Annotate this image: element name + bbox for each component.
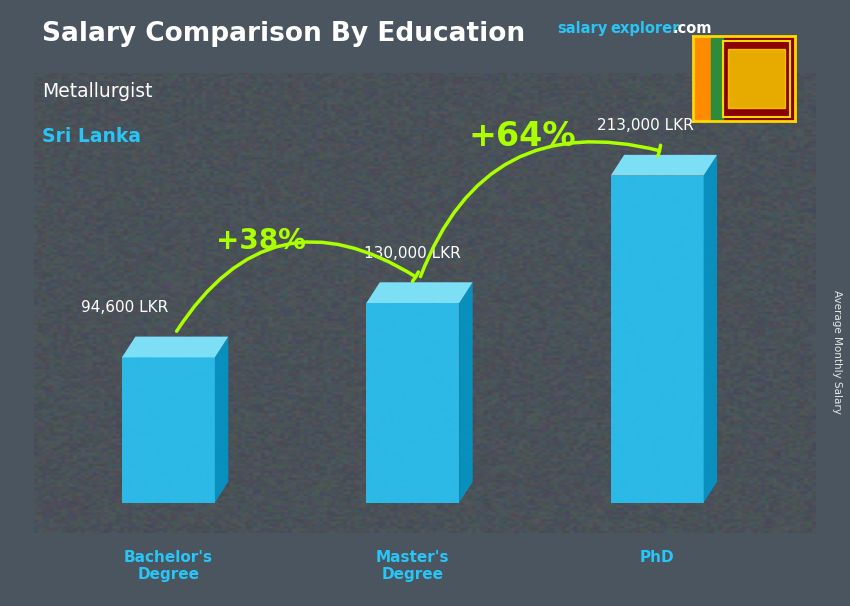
Text: 213,000 LKR: 213,000 LKR	[597, 118, 694, 133]
Text: Salary Comparison By Education: Salary Comparison By Education	[42, 21, 525, 47]
Polygon shape	[610, 155, 717, 176]
Polygon shape	[366, 282, 473, 303]
Bar	[728, 49, 785, 108]
Bar	[693, 36, 711, 121]
Text: 94,600 LKR: 94,600 LKR	[81, 300, 168, 315]
Text: Average Monthly Salary: Average Monthly Salary	[832, 290, 842, 413]
Bar	[711, 36, 723, 121]
Polygon shape	[610, 176, 704, 502]
Polygon shape	[215, 336, 229, 502]
Bar	[723, 41, 790, 117]
Text: salary: salary	[557, 21, 607, 36]
Polygon shape	[459, 282, 473, 502]
Text: Sri Lanka: Sri Lanka	[42, 127, 141, 146]
Polygon shape	[122, 336, 229, 358]
Text: .com: .com	[672, 21, 711, 36]
Text: +38%: +38%	[217, 227, 306, 256]
Polygon shape	[366, 303, 459, 502]
Text: explorer: explorer	[610, 21, 680, 36]
Text: 130,000 LKR: 130,000 LKR	[365, 246, 462, 261]
Text: +64%: +64%	[469, 120, 576, 153]
Polygon shape	[704, 155, 717, 502]
Text: Metallurgist: Metallurgist	[42, 82, 153, 101]
Polygon shape	[122, 358, 215, 502]
